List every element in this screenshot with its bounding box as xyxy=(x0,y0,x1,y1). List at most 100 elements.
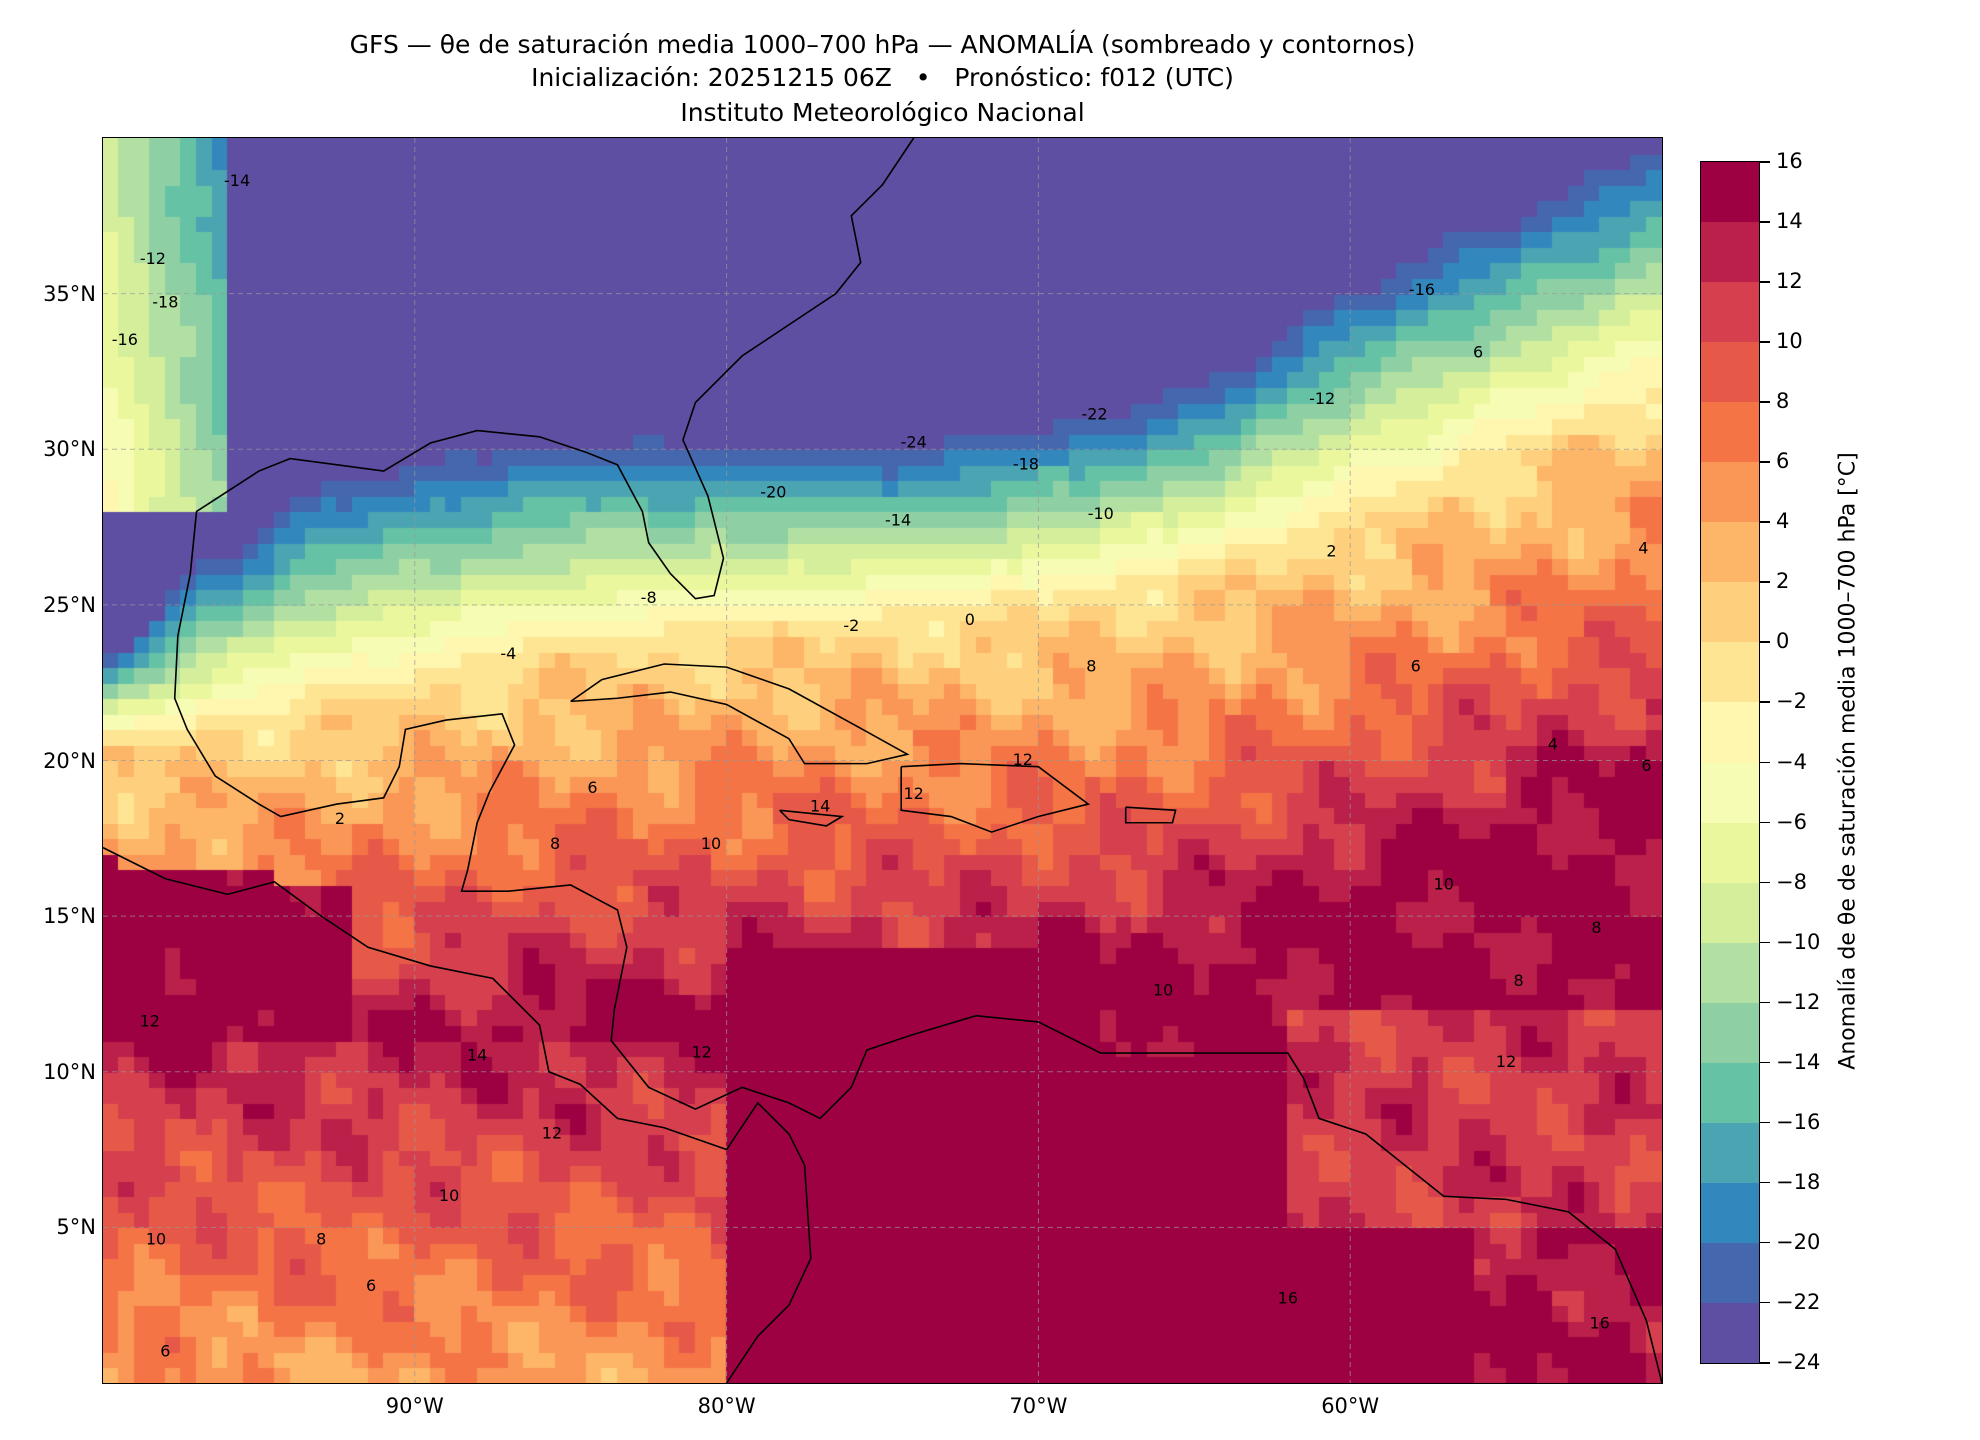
colorbar-tick-label: −22 xyxy=(1776,1289,1821,1314)
colorbar-tick-label: 0 xyxy=(1776,629,1790,654)
colorbar xyxy=(1700,161,1760,1364)
colorbar-bin xyxy=(1701,1062,1759,1123)
colorbar-tick-label: 12 xyxy=(1776,269,1803,294)
x-tick-label: 90°W xyxy=(385,1394,444,1418)
contour-label: 10 xyxy=(1434,875,1454,894)
contour-label: -8 xyxy=(641,588,657,607)
y-tick-label: 25°N xyxy=(43,592,96,617)
y-tick-label: 20°N xyxy=(43,748,96,773)
colorbar-tick-label: −10 xyxy=(1776,929,1821,954)
puerto-rico-coastline xyxy=(1124,806,1177,824)
colorbar-tick-mark xyxy=(1760,221,1770,223)
colorbar-bin xyxy=(1701,1242,1759,1303)
colorbar-tick-label: 14 xyxy=(1776,209,1803,234)
contour-label: 14 xyxy=(467,1046,487,1065)
colorbar-tick-label: −24 xyxy=(1776,1350,1821,1374)
contour-label: 2 xyxy=(1326,541,1336,560)
contour-label: 8 xyxy=(316,1229,326,1248)
colorbar-tick-mark xyxy=(1760,341,1770,343)
colorbar-bin xyxy=(1701,1002,1759,1063)
contour-label: -16 xyxy=(1409,280,1435,299)
colorbar-tick-label: −4 xyxy=(1776,749,1807,774)
x-tick-label: 70°W xyxy=(1009,1394,1068,1418)
x-tick-label: 60°W xyxy=(1321,1394,1380,1418)
colorbar-tick-mark xyxy=(1760,641,1770,643)
y-tick-label: 5°N xyxy=(56,1215,96,1240)
colorbar-bin xyxy=(1701,282,1759,343)
colorbar-tick-mark xyxy=(1760,701,1770,703)
contour-label: 16 xyxy=(1589,1313,1609,1332)
pacific-coastline xyxy=(102,846,812,1384)
chart-subtitle-institution: Instituto Meteorológico Nacional xyxy=(680,98,1085,127)
contour-label: -2 xyxy=(843,616,859,635)
colorbar-tick-mark xyxy=(1760,1362,1770,1364)
contour-label: -10 xyxy=(1088,504,1114,523)
cuba-coastline xyxy=(570,663,910,765)
x-tick-label: 80°W xyxy=(697,1394,756,1418)
colorbar-tick-mark xyxy=(1760,761,1770,763)
colorbar-bin xyxy=(1701,462,1759,523)
colorbar-bin xyxy=(1701,702,1759,763)
contour-label: 10 xyxy=(701,834,721,853)
colorbar-tick-mark xyxy=(1760,461,1770,463)
colorbar-tick-label: 8 xyxy=(1776,389,1790,414)
colorbar-bin xyxy=(1701,162,1759,223)
colorbar-tick-mark xyxy=(1760,521,1770,523)
contour-label: 12 xyxy=(1013,750,1033,769)
contour-label: 0 xyxy=(965,610,975,629)
contour-label: 6 xyxy=(1641,756,1651,775)
contour-label: 14 xyxy=(810,797,830,816)
colorbar-tick-label: 4 xyxy=(1776,509,1790,534)
contour-label: 8 xyxy=(550,834,560,853)
colorbar-bin xyxy=(1701,1182,1759,1243)
colorbar-bin xyxy=(1701,342,1759,403)
colorbar-tick-mark xyxy=(1760,401,1770,403)
contour-label: 2 xyxy=(335,809,345,828)
colorbar-tick-label: −14 xyxy=(1776,1049,1821,1074)
contour-label: -4 xyxy=(500,644,516,663)
contour-label: 10 xyxy=(439,1186,459,1205)
colorbar-bin xyxy=(1701,402,1759,463)
us-coastline xyxy=(189,137,915,600)
colorbar-bin xyxy=(1701,522,1759,583)
contour-label: 10 xyxy=(146,1229,166,1248)
contour-label: 6 xyxy=(1473,342,1483,361)
contour-label: 6 xyxy=(366,1276,376,1295)
contour-label: 8 xyxy=(1591,918,1601,937)
colorbar-label: Anomalía de θe de saturación media 1000–… xyxy=(1835,452,1861,1070)
mexico-central-america-coastline xyxy=(173,573,1663,1384)
contour-label: -24 xyxy=(901,433,927,452)
contour-label: 4 xyxy=(1548,734,1558,753)
colorbar-tick-mark xyxy=(1760,1301,1770,1304)
contour-label: -14 xyxy=(885,510,911,529)
contour-label: 16 xyxy=(1278,1288,1298,1307)
colorbar-tick-mark xyxy=(1760,881,1770,884)
colorbar-tick-mark xyxy=(1760,1001,1770,1004)
colorbar-tick-label: −18 xyxy=(1776,1169,1821,1194)
colorbar-tick-label: −12 xyxy=(1776,989,1821,1014)
colorbar-tick-mark xyxy=(1760,1241,1770,1244)
colorbar-tick-label: −20 xyxy=(1776,1229,1821,1254)
contour-label: -20 xyxy=(760,482,786,501)
colorbar-tick-label: 16 xyxy=(1776,149,1803,173)
chart-subtitle-run: Inicialización: 20251215 06Z • Pronóstic… xyxy=(531,63,1234,92)
colorbar-tick-mark xyxy=(1760,941,1770,944)
contour-label: 6 xyxy=(587,778,597,797)
contour-label: 12 xyxy=(1496,1052,1516,1071)
colorbar-bin xyxy=(1701,822,1759,883)
colorbar-bin xyxy=(1701,1122,1759,1183)
colorbar-bin xyxy=(1701,222,1759,283)
colorbar-tick-mark xyxy=(1760,581,1770,583)
colorbar-bin xyxy=(1701,762,1759,823)
map-panel: -24 -22 -20 -18 -16 -14 -12 -10 -8 6 -4 -2 0 2 2 4 6 6 8 8 1… xyxy=(102,137,1663,1384)
contour-label: -18 xyxy=(1013,454,1039,473)
contour-label: 12 xyxy=(904,784,924,803)
colorbar-tick-label: −2 xyxy=(1776,689,1807,714)
y-tick-label: 30°N xyxy=(43,437,96,462)
colorbar-tick-mark xyxy=(1760,1181,1770,1184)
contour-label: 6 xyxy=(1411,657,1421,676)
colorbar-bin xyxy=(1701,642,1759,703)
chart-title: GFS — θe de saturación media 1000–700 hP… xyxy=(349,30,1416,59)
contour-label: 12 xyxy=(140,1011,160,1030)
